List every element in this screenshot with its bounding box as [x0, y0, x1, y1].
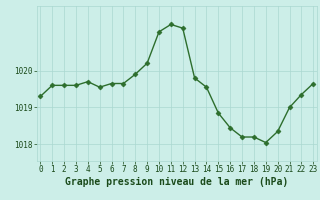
X-axis label: Graphe pression niveau de la mer (hPa): Graphe pression niveau de la mer (hPa): [65, 177, 288, 187]
